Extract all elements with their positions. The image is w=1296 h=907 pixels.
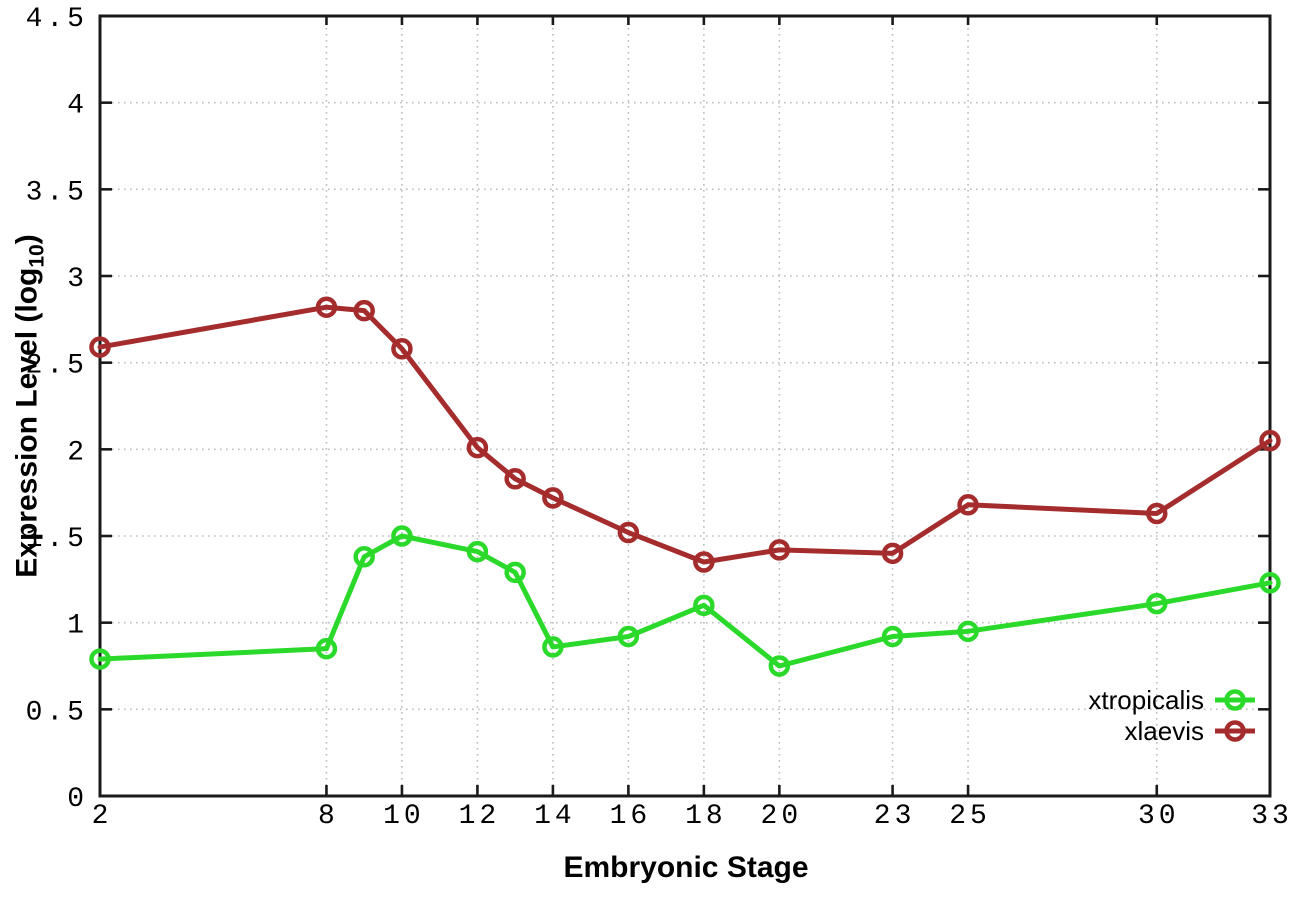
x-tick-label-8: 8: [318, 801, 339, 832]
point-xlaevis-stage-14: [542, 487, 564, 509]
x-tick-label-14: 14: [534, 801, 576, 832]
axis-ticks: [98, 14, 1272, 798]
point-xtropicalis-stage-18: [693, 594, 715, 617]
x-tick-label-25: 25: [949, 801, 991, 832]
line-circle-marker-icon: [1215, 689, 1255, 711]
point-xlaevis-stage-2: [89, 336, 111, 358]
point-xtropicalis-stage-9: [353, 546, 375, 568]
y-tick-label-2: 2: [67, 437, 88, 468]
y-axis-title-suffix: ): [10, 234, 44, 245]
x-tick-label-12: 12: [459, 801, 501, 832]
tick-labels: 0 0.5 1 1.5 2 2.5 3 3.5 4 4.5 2 8 10 12 14 16 18 20 23 25 30…: [26, 4, 1293, 832]
point-xlaevis-stage-9: [353, 299, 375, 322]
point-xtropicalis-stage-12: [466, 540, 489, 563]
point-xtropicalis-stage-33: [1259, 572, 1281, 594]
point-xtropicalis-stage-14: [542, 636, 564, 658]
point-xlaevis-stage-25: [957, 494, 979, 516]
point-xlaevis-stage-33: [1259, 429, 1281, 452]
gridlines: [99, 15, 1271, 797]
y-tick-label-3.5: 3.5: [26, 177, 88, 208]
x-tick-label-2: 2: [92, 801, 113, 832]
point-xtropicalis-stage-2: [89, 648, 111, 670]
y-tick-label-3: 3: [67, 264, 88, 295]
point-xtropicalis-stage-23: [881, 625, 904, 648]
point-xtropicalis-stage-20: [768, 655, 791, 677]
x-tick-label-30: 30: [1138, 801, 1180, 832]
point-xtropicalis-stage-8: [315, 637, 338, 660]
x-tick-label-23: 23: [874, 801, 916, 832]
y-tick-label-1: 1: [67, 611, 88, 642]
y-tick-label-0: 0: [67, 784, 88, 815]
y-axis-title: Expression Level (log10): [11, 234, 50, 577]
x-tick-label-10: 10: [383, 801, 425, 832]
y-axis-title-text: Expression Level (log: [10, 267, 44, 578]
legend-entry-xlaevis: xlaevis: [1124, 715, 1256, 746]
series-xtropicalis: [89, 525, 1281, 677]
x-tick-label-33: 33: [1251, 801, 1293, 832]
point-xlaevis-stage-30: [1146, 502, 1168, 525]
y-tick-label-4.5: 4.5: [26, 4, 88, 35]
legend-entry-xtropicalis: xtropicalis: [1088, 684, 1256, 715]
point-xtropicalis-stage-25: [957, 620, 979, 643]
y-tick-label-0.5: 0.5: [26, 697, 88, 728]
point-xlaevis-stage-20: [768, 539, 791, 561]
series-xlaevis-line: [97, 304, 1273, 565]
legend: xtropicalis xlaevis: [1088, 684, 1256, 746]
y-tick-label-4: 4: [67, 91, 88, 122]
point-xlaevis-stage-10: [391, 338, 413, 360]
point-xtropicalis-stage-30: [1146, 592, 1168, 615]
point-xlaevis-stage-16: [617, 521, 640, 544]
y-axis-title-subscript: 10: [25, 244, 49, 268]
point-xlaevis-stage-23: [881, 542, 904, 565]
point-xtropicalis-stage-10: [391, 525, 413, 547]
y-tick-label-1.5: 1.5: [26, 524, 88, 555]
point-xlaevis-stage-8: [315, 296, 338, 318]
point-xtropicalis-stage-16: [617, 625, 640, 648]
point-xlaevis-stage-12: [466, 436, 489, 459]
x-axis-title: Embryonic Stage: [563, 851, 809, 884]
series-xlaevis: [89, 296, 1281, 573]
point-xtropicalis-stage-13: [504, 561, 526, 584]
x-tick-label-20: 20: [761, 801, 803, 832]
legend-label-xtropicalis: xtropicalis: [1088, 684, 1204, 715]
legend-label-xlaevis: xlaevis: [1124, 715, 1204, 746]
line-circle-marker-icon: [1215, 720, 1255, 742]
point-xlaevis-stage-13: [504, 468, 526, 490]
x-tick-label-16: 16: [610, 801, 652, 832]
y-tick-label-2.5: 2.5: [26, 351, 88, 382]
plot-frame: [98, 14, 1272, 798]
point-xlaevis-stage-18: [693, 551, 715, 573]
x-tick-label-18: 18: [685, 801, 727, 832]
